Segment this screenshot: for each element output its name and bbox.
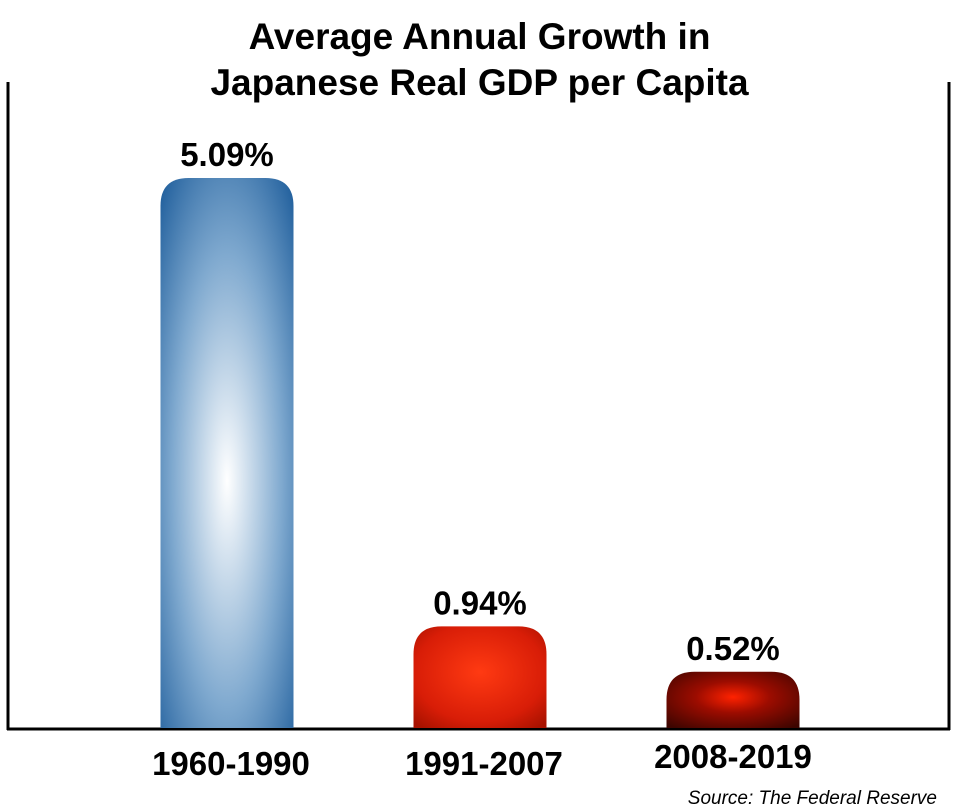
category-label: 1960-1990 [152,745,310,782]
title-line-2: Japanese Real GDP per Capita [210,62,749,103]
category-label: 2008-2019 [654,738,812,775]
title-line-1: Average Annual Growth in [248,16,711,57]
bar-1991-2007 [413,626,547,728]
bar-2008-2019 [666,671,800,728]
value-label: 0.52% [686,630,780,667]
chart-title: Average Annual Growth in Japanese Real G… [0,14,959,106]
value-label: 5.09% [180,136,274,173]
category-label: 1991-2007 [405,745,563,782]
bar-1960-1990 [160,178,294,728]
source-note: Source: The Federal Reserve [687,788,937,809]
value-label: 0.94% [433,584,527,621]
